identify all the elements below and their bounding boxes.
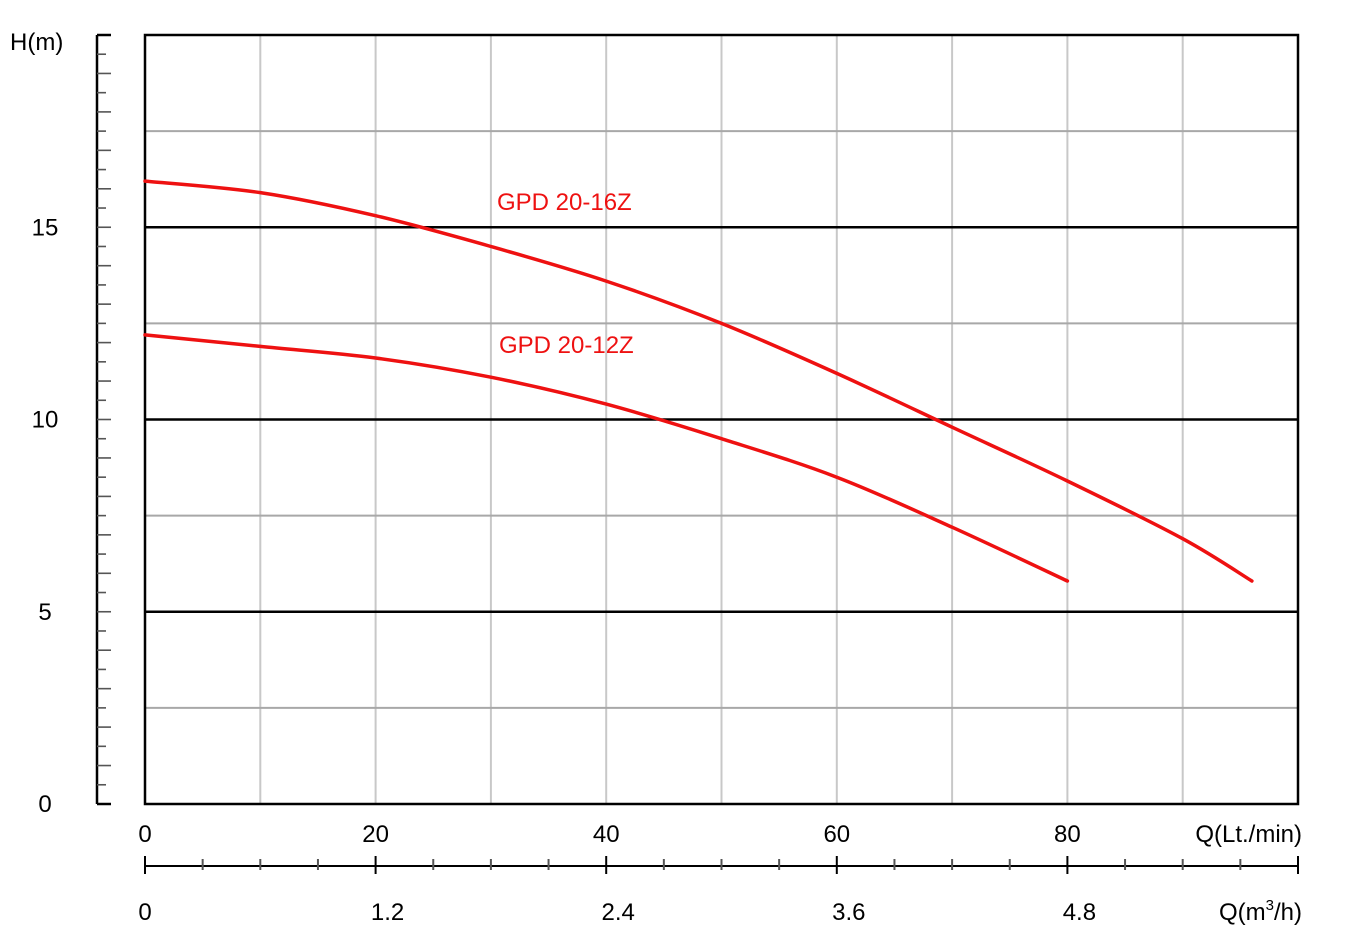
y-axis-label: H(m) xyxy=(10,29,63,56)
x-tick-label: 80 xyxy=(1054,821,1081,848)
x2-tick-label: 1.2 xyxy=(371,899,404,926)
labels: H(m) Q(Lt./min) Q(m3/h) 0 5 10 15 0 20 40 60 80 0… xyxy=(10,29,1302,926)
axes xyxy=(95,33,1300,874)
x2-tick-label: 2.4 xyxy=(602,899,635,926)
y-tick-label: 15 xyxy=(32,214,59,241)
y-tick-label: 5 xyxy=(38,599,51,626)
series-label-gpd-20-12z: GPD 20-12Z xyxy=(499,332,634,359)
series-line-gpd-20-12z xyxy=(143,333,1070,583)
grid xyxy=(145,35,1298,804)
x-tick-label: 0 xyxy=(138,821,151,848)
x2-tick-label: 4.8 xyxy=(1063,899,1096,926)
x2-axis-label: Q(m3/h) xyxy=(1219,897,1302,926)
x-tick-label: 40 xyxy=(593,821,620,848)
x2-tick-label: 3.6 xyxy=(832,899,865,926)
x-tick-label: 20 xyxy=(362,821,389,848)
series-line-gpd-20-16z xyxy=(143,179,1254,583)
series xyxy=(143,179,1254,583)
y-tick-label: 10 xyxy=(32,407,59,434)
x-axis-label: Q(Lt./min) xyxy=(1195,821,1302,848)
x2-tick-label: 0 xyxy=(138,899,151,926)
x-tick-label: 60 xyxy=(823,821,850,848)
series-label-gpd-20-16z: GPD 20-16Z xyxy=(497,189,632,216)
plot-frame xyxy=(143,33,1300,806)
y-tick-label: 0 xyxy=(38,791,51,818)
